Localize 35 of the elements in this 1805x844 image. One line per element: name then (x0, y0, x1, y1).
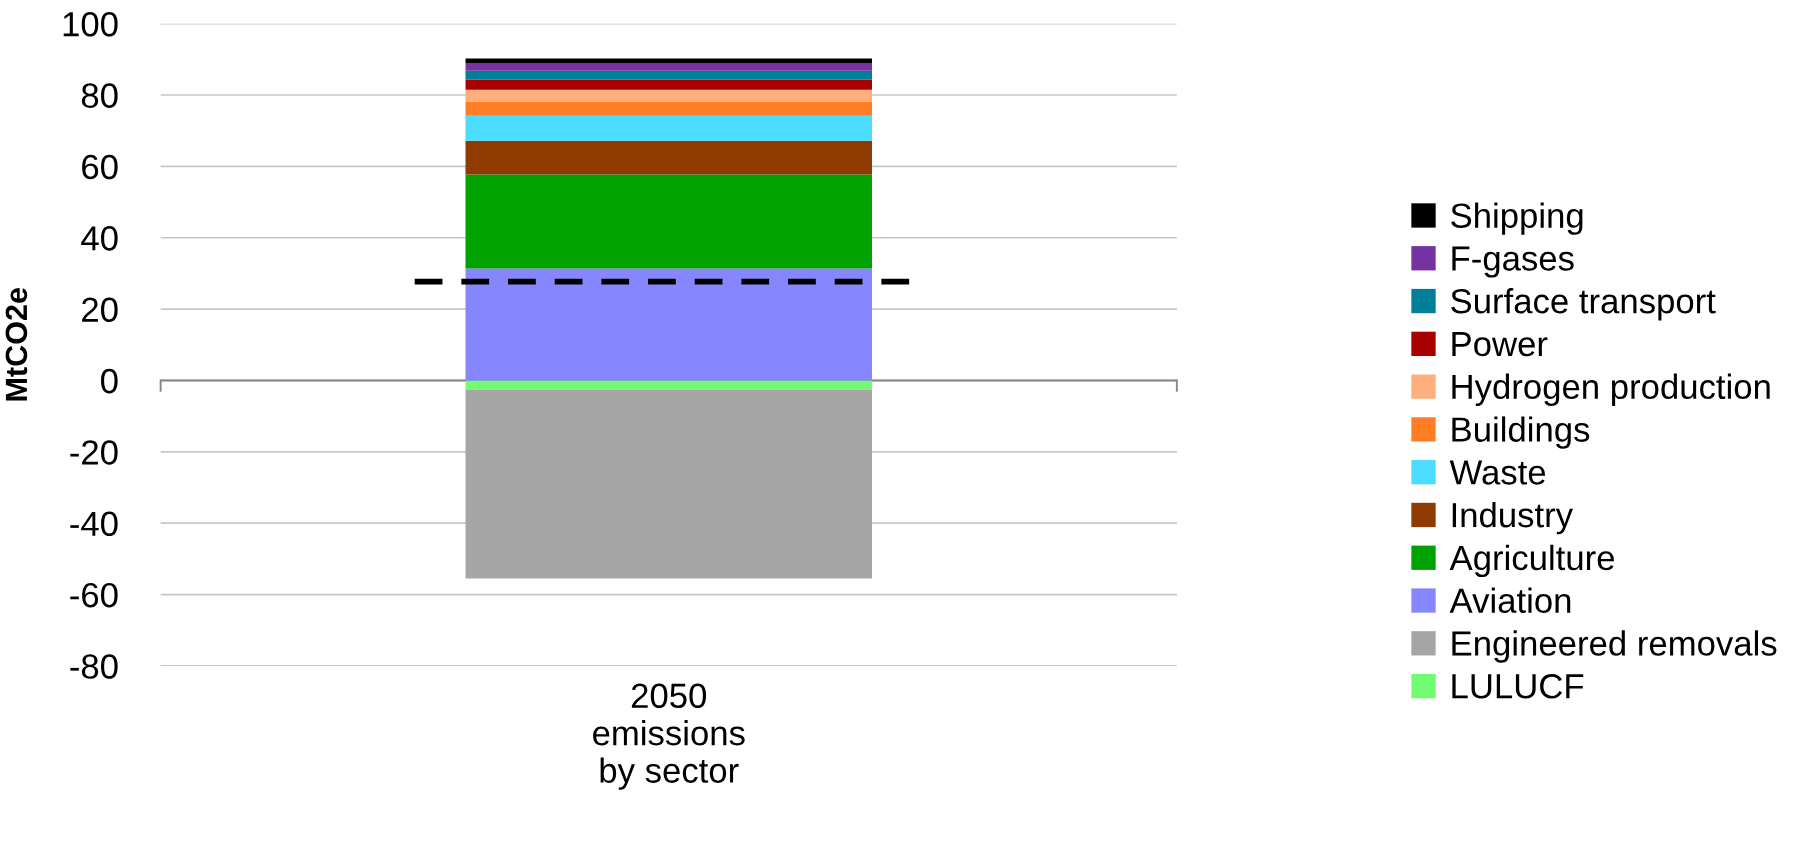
bar (465, 79, 872, 90)
legend-label: Agriculture (1449, 544, 1614, 578)
legend-label: F-gases (1452, 246, 1574, 278)
legend-label: Engineered removals (1452, 630, 1777, 663)
legend-label: Industry (1452, 501, 1573, 535)
legend-label: Hydrogen production (1452, 373, 1770, 406)
bar (465, 62, 872, 71)
legend-label: Buildings (1452, 416, 1590, 449)
bar (465, 89, 872, 102)
legend-label: Power (1452, 332, 1548, 357)
legend-label: Shipping (1451, 202, 1583, 235)
y-axis-title: MtCO2e (5, 288, 28, 401)
y-tick-label: 0 (101, 368, 118, 394)
legend-label: Aviation (1449, 587, 1571, 614)
legend-label: LULUCF (1452, 674, 1584, 699)
y-tick-label: -60 (70, 582, 118, 608)
bar (465, 389, 872, 579)
legend-label: Surface transport (1451, 288, 1716, 321)
bar (465, 58, 872, 63)
y-tick-label: 80 (81, 83, 118, 108)
legend-label: Waste (1449, 460, 1546, 485)
bar (465, 380, 872, 390)
bar (465, 140, 872, 175)
y-tick-label: -40 (70, 511, 118, 537)
y-tick-label: -20 (70, 440, 118, 465)
y-tick-label: 40 (81, 226, 118, 251)
x-tick-label: 2050 emissions by sector (593, 683, 745, 790)
y-tick-label: 20 (82, 297, 118, 323)
bar (465, 115, 872, 141)
y-tick-label: 60 (82, 154, 118, 180)
bar (465, 101, 872, 116)
y-tick-label: -80 (70, 654, 118, 679)
y-tick-label: 100 (63, 11, 118, 37)
bar (465, 70, 872, 80)
bar (465, 174, 872, 269)
